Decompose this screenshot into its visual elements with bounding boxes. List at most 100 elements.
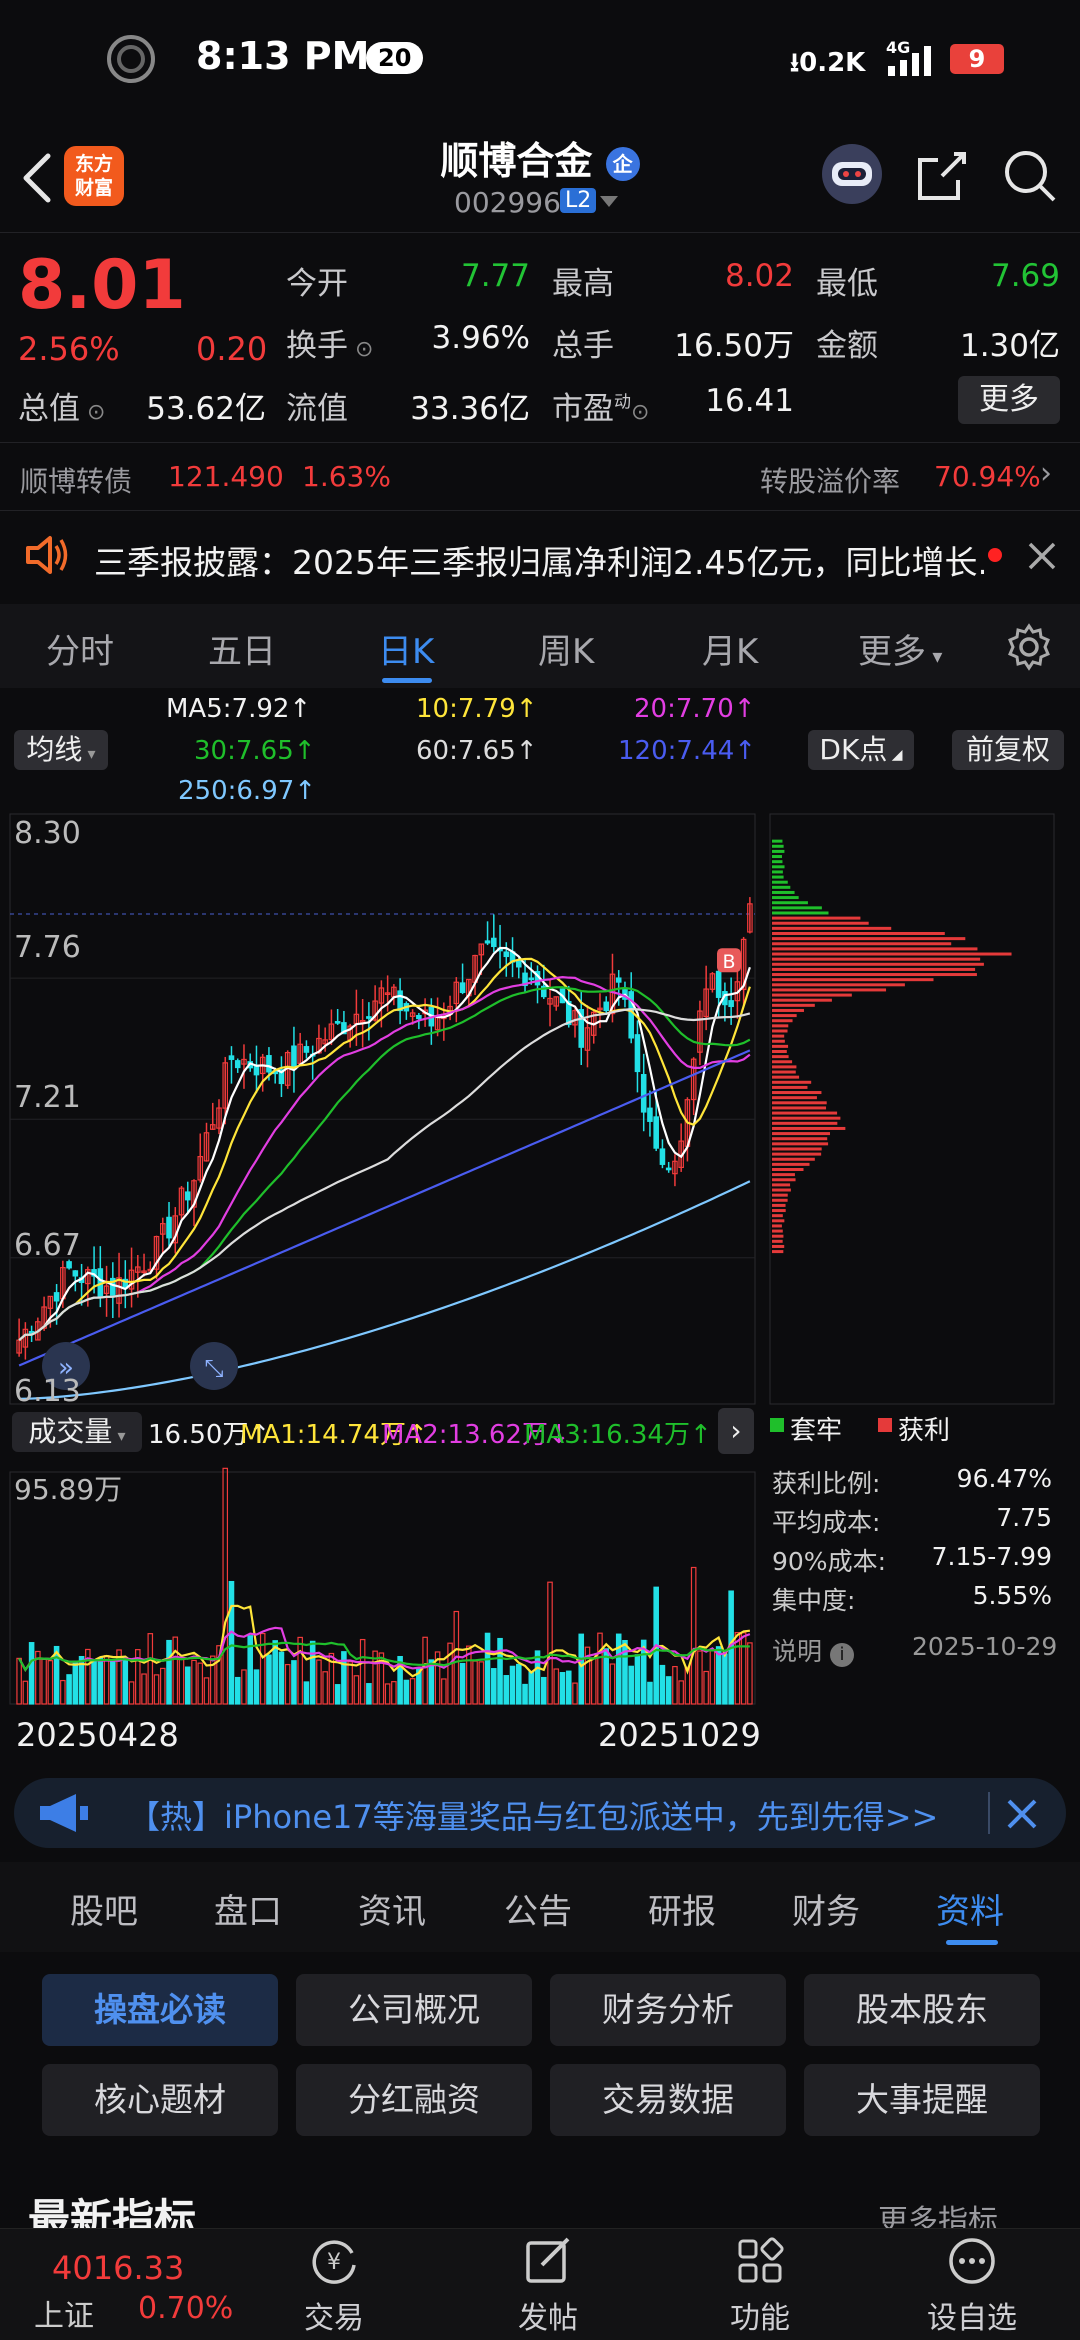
tab-forum[interactable]: 股吧 [70,1892,138,1932]
candle-body [697,1010,703,1053]
chip-bar [772,1065,797,1069]
float-value: 33.36亿 [410,391,530,427]
tab-research[interactable]: 研报 [648,1892,716,1932]
chip-bar [772,901,808,905]
volume-bar [291,1660,297,1705]
candle-body [647,1107,653,1122]
bond-change: 1.63% [302,460,391,493]
tab-news[interactable]: 资讯 [358,1892,426,1932]
tab-announcements[interactable]: 公告 [504,1892,572,1932]
volume-bar [184,1666,191,1705]
volume-bar [690,1566,697,1705]
premium-label: 转股溢价率 [760,465,901,498]
info-icon[interactable]: ⊙ [348,337,374,362]
chip-value: 96.47% [956,1464,1052,1493]
profit-swatch [878,1418,892,1432]
back-icon[interactable] [18,150,58,206]
shortcut-dividends[interactable]: 分红融资 [296,2064,532,2136]
shortcut-core-themes[interactable]: 核心题材 [42,2064,278,2136]
candle-body [378,987,385,1004]
nav-post-label: 发帖 [518,2301,578,2336]
nav-trade-label: 交易 [304,2301,364,2336]
volume-bar [22,1680,29,1705]
ma60-value: 60:7.65↑ [416,736,538,766]
low-label: 最低 [816,266,878,302]
candle-body [234,1060,241,1069]
info-icon[interactable]: ⊙ [631,400,650,425]
candle-body [66,1261,72,1269]
tab-orderbook[interactable]: 盘口 [214,1892,282,1932]
promo-banner[interactable]: 【热】iPhone17等海量奖品与红包派送中，先到先得>> [14,1778,1066,1848]
shortcut-must-read[interactable]: 操盘必读 [42,1974,278,2046]
level2-badge[interactable]: L2 [560,188,597,213]
tab-monthly-k[interactable]: 月K [702,632,759,672]
gear-icon[interactable] [1004,622,1054,672]
chip-bar [772,1229,783,1233]
dk-point-button[interactable]: DK点 ◢ [808,730,914,770]
tab-more[interactable]: 更多 ▾ [858,624,942,673]
turnover-label-text: 换手 [286,328,348,364]
volume-label: 总手 [552,328,614,364]
chip-note-label: 说明 [772,1637,823,1666]
chevron-right-icon[interactable]: › [718,1408,754,1454]
shortcut-major-events[interactable]: 大事提醒 [804,2064,1040,2136]
volume-ma3: MA3:16.34万↑ [524,1420,712,1450]
volume-bar [466,1645,472,1705]
shortcut-company-overview[interactable]: 公司概况 [296,1974,532,2046]
turnover-label[interactable]: 换手 ⊙ [286,320,373,365]
shortcut-shareholders[interactable]: 股本股东 [804,1974,1040,2046]
chip-bar [772,1008,804,1012]
tab-financials[interactable]: 财务 [792,1892,860,1932]
volume-bar [478,1661,485,1705]
chip-bar [772,952,1012,956]
robot-assistant-icon[interactable] [820,142,884,206]
candle-body [653,1116,659,1149]
chevron-right-icon: › [1040,456,1052,491]
volume-bar [472,1660,478,1705]
net-speed: ⭳0.2K [790,48,866,78]
tab-intraday[interactable]: 分时 [46,632,114,672]
search-icon[interactable] [1000,146,1060,206]
candle-body [253,1065,260,1076]
volume-selector[interactable]: 成交量 ▾ [12,1412,142,1452]
volume-bar [615,1633,622,1705]
camera-icon [107,35,155,83]
candlestick-chart[interactable]: B » ⤡ [0,804,1080,1744]
more-quote-button[interactable]: 更多 [958,376,1060,424]
candle-body [222,1062,229,1109]
tab-five-day[interactable]: 五日 [208,632,276,672]
mktcap-label[interactable]: 总值 ⊙ [18,383,105,428]
tab-daily-k[interactable]: 日K [378,632,435,672]
candle-body [384,992,391,995]
chip-bar [772,855,782,859]
ma-selector[interactable]: 均线 ▾ [14,730,108,770]
close-icon[interactable] [1026,540,1058,572]
volume-bar [28,1642,35,1705]
volume-bar [403,1679,410,1705]
volume-bar [228,1580,235,1705]
tab-profile[interactable]: 资料 [936,1892,1004,1932]
tab-weekly-k[interactable]: 周K [538,632,595,672]
dk-label: DK点 [819,733,888,766]
chevron-down-icon[interactable] [600,196,618,208]
candle-body [747,903,753,933]
chip-bar [772,998,832,1002]
info-icon[interactable]: ⊙ [80,400,106,425]
shortcut-trading-data[interactable]: 交易数据 [550,2064,786,2136]
corner-icon: ◢ [887,747,903,763]
volume-bar [278,1651,285,1705]
shortcut-financial-analysis[interactable]: 财务分析 [550,1974,786,2046]
candle-body [597,1007,603,1011]
volume-bar [216,1645,222,1705]
turnover-value: 3.96% [431,320,530,356]
chip-note[interactable]: 说明 i [772,1632,854,1668]
chip-bar [772,1024,789,1028]
pe-label[interactable]: 市盈动⊙ [552,383,649,428]
close-icon[interactable] [1004,1796,1040,1832]
chart-period-tabs: 分时 五日 日K 周K 月K 更多 ▾ [0,604,1080,688]
price-plot-frame [9,813,756,1405]
volume-bar [322,1671,328,1705]
adjust-button[interactable]: 前复权 [952,730,1064,770]
share-icon[interactable] [914,148,970,204]
chip-bar [772,860,783,864]
